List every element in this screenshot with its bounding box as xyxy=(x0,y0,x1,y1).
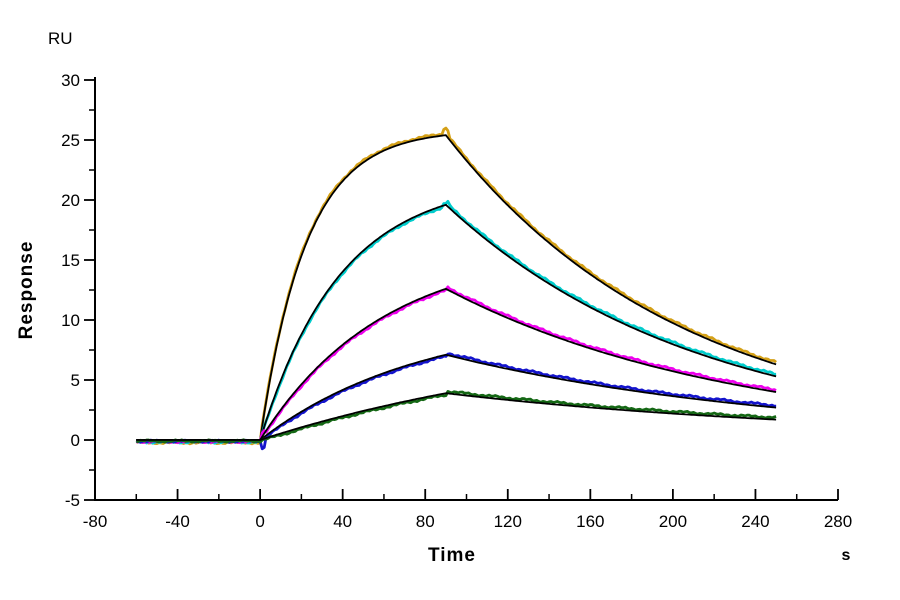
x-unit-label: s xyxy=(842,547,851,564)
sensorgram-lowest-conc-data-line xyxy=(136,389,777,444)
y-tick-label: 10 xyxy=(61,311,80,330)
sensorgram-conc-4-fit-line xyxy=(136,353,777,441)
y-tick-label: -5 xyxy=(65,491,80,510)
x-tick-label: 120 xyxy=(494,512,522,531)
x-tick-label: 240 xyxy=(741,512,769,531)
axes-layer xyxy=(94,77,838,501)
x-tick-label: 280 xyxy=(824,512,852,531)
y-tick-label: 25 xyxy=(61,131,80,150)
sensorgram-conc-4-data-line xyxy=(136,352,777,451)
y-tick-label: 20 xyxy=(61,191,80,210)
ticks-layer xyxy=(84,79,839,501)
x-tick-label: 80 xyxy=(416,512,435,531)
tick-labels-layer: -5 0 5 10 15 20 25 30 -80 -40 0 40 80 120 160 200 240 280 xyxy=(61,71,852,531)
x-tick-label: -80 xyxy=(83,512,108,531)
x-tick-label: 40 xyxy=(333,512,352,531)
sensorgram-conc-3-fit-line xyxy=(136,287,777,441)
x-tick-label: 160 xyxy=(576,512,604,531)
x-tick-label: -40 xyxy=(165,512,190,531)
sensorgram-conc-3-data-line xyxy=(136,285,777,445)
y-tick-label: 30 xyxy=(61,71,80,90)
y-tick-label: 15 xyxy=(61,251,80,270)
y-unit-label: RU xyxy=(48,29,73,48)
x-tick-label: 0 xyxy=(255,512,264,531)
sensorgram-lowest-conc-fit-line xyxy=(136,392,777,441)
x-axis-title: Time xyxy=(428,545,476,566)
y-axis-title: Response xyxy=(16,241,37,340)
curves-layer xyxy=(135,126,777,451)
x-tick-label: 200 xyxy=(659,512,687,531)
y-tick-label: 0 xyxy=(71,431,80,450)
y-tick-label: 5 xyxy=(71,371,80,390)
